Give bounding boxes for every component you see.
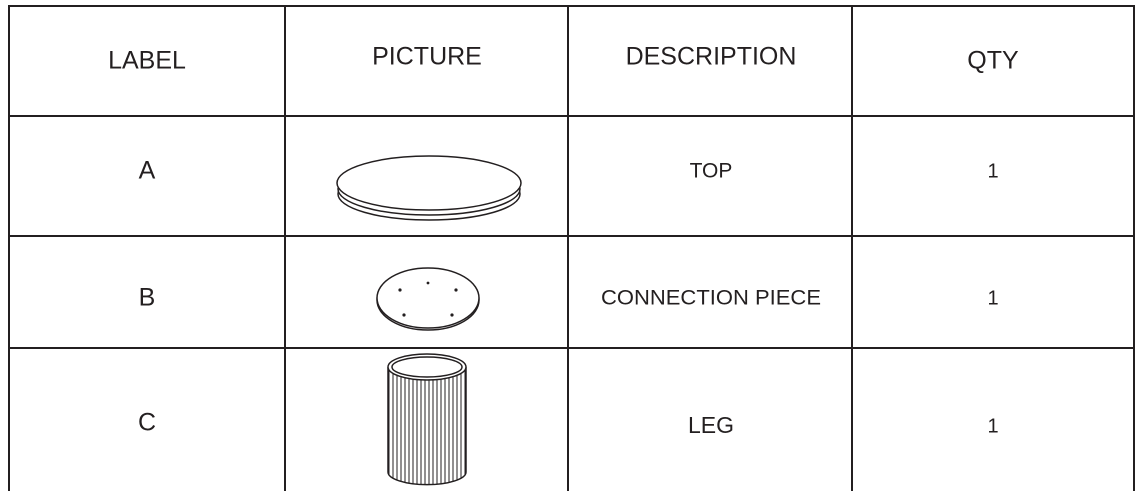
table-grid bbox=[8, 5, 1135, 491]
qty-cell: 1 bbox=[987, 415, 998, 437]
qty-cell: 1 bbox=[987, 287, 998, 309]
header-cell: LABEL bbox=[108, 47, 186, 75]
description-cell: CONNECTION PIECE bbox=[601, 287, 821, 310]
header-cell: PICTURE bbox=[372, 43, 482, 71]
connection-piece-picture bbox=[376, 267, 480, 331]
label-cell: C bbox=[138, 409, 156, 437]
qty-cell: 1 bbox=[987, 160, 998, 182]
label-cell: A bbox=[139, 157, 156, 185]
label-cell: B bbox=[139, 284, 156, 312]
description-cell: TOP bbox=[690, 160, 733, 183]
top-picture bbox=[336, 155, 522, 221]
header-cell: QTY bbox=[967, 47, 1019, 75]
header-cell: DESCRIPTION bbox=[626, 43, 797, 71]
description-cell: LEG bbox=[688, 412, 734, 438]
leg-picture bbox=[387, 353, 467, 486]
